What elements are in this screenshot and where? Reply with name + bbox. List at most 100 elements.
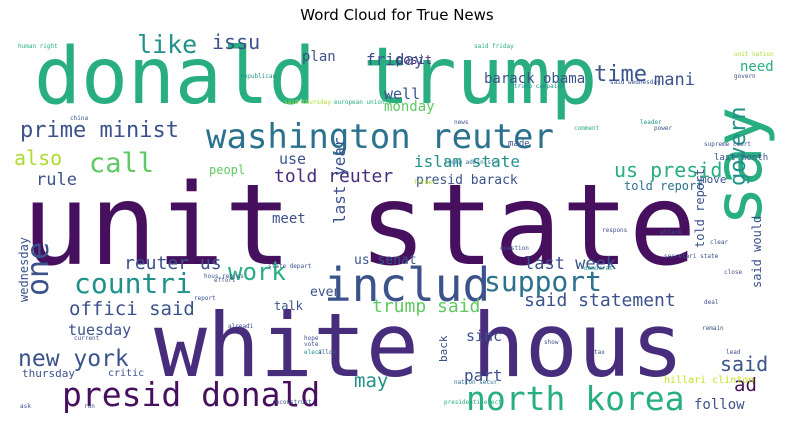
cloud-word: prime minist: [20, 118, 179, 143]
cloud-word: posit: [396, 53, 433, 67]
cloud-word: talk: [274, 299, 303, 313]
cloud-word: show: [544, 339, 559, 346]
cloud-word: clear: [710, 239, 729, 246]
cloud-word: last week: [524, 254, 617, 274]
cloud-word: donald trump: [34, 32, 598, 122]
cloud-word: offici said: [69, 298, 195, 320]
cloud-word: state depart: [268, 263, 312, 270]
cloud-word: power: [654, 125, 673, 132]
cloud-word: hillari clinton: [664, 375, 755, 386]
cloud-word: barack obama: [484, 71, 586, 87]
cloud-word: said thursday: [284, 99, 331, 106]
cloud-word: tuesday: [68, 321, 132, 339]
cloud-word: well: [384, 85, 421, 103]
cloud-word: mani: [654, 70, 695, 90]
cloud-word: allow: [318, 349, 337, 356]
cloud-word: time: [594, 62, 647, 87]
cloud-word: told reuter: [274, 166, 394, 187]
cloud-word: includ: [324, 258, 491, 312]
cloud-word: alreadi: [228, 323, 254, 330]
cloud-word: unit state: [22, 161, 697, 291]
cloud-word: meet: [272, 211, 306, 227]
cloud-word: run: [84, 403, 95, 410]
cloud-word: leader: [640, 119, 662, 126]
chart-title: Word Cloud for True News: [300, 6, 494, 24]
cloud-word: issu: [212, 30, 261, 54]
cloud-word: last year: [330, 137, 349, 224]
cloud-word: secretari state: [664, 253, 719, 260]
cloud-word: told report: [624, 179, 704, 193]
cloud-word: need: [740, 59, 774, 75]
cloud-word: reconstruct: [272, 399, 312, 406]
cloud-word: lead: [726, 349, 741, 356]
cloud-word: may: [354, 370, 389, 392]
cloud-word: us presid: [614, 158, 723, 182]
cloud-word: work: [228, 258, 286, 286]
cloud-word: islam state: [414, 152, 520, 171]
cloud-word: north korea: [466, 379, 685, 413]
cloud-word: white hous: [154, 294, 684, 397]
cloud-word: trump said: [372, 296, 481, 317]
cloud-word: report: [194, 295, 216, 302]
cloud-word: last month: [714, 153, 769, 163]
cloud-word: presid barack: [416, 173, 518, 188]
cloud-word: said would: [750, 215, 764, 288]
cloud-word: hous repres: [204, 273, 244, 280]
cloud-word: trump campaign: [514, 83, 565, 90]
cloud-word: nation secur: [454, 379, 498, 386]
cloud-word: call: [89, 148, 155, 179]
cloud-word: move: [700, 173, 727, 186]
cloud-word: support: [484, 265, 603, 298]
cloud-word: reuter us: [124, 253, 222, 274]
cloud-word: washington reuter: [206, 117, 554, 157]
cloud-word: said wednesday: [610, 79, 661, 86]
cloud-word: said statement: [524, 290, 676, 311]
cloud-word: unit nation: [734, 51, 774, 58]
cloud-word: rule: [36, 170, 77, 190]
cloud-word: presidenti elect: [444, 399, 502, 406]
cloud-word: european union: [334, 99, 385, 106]
cloud-word: republican: [240, 73, 277, 80]
cloud-word: democrat: [584, 265, 613, 272]
cloud-word: back: [437, 335, 450, 363]
word-cloud: donald trump unit state white hous washingt…: [14, 30, 779, 413]
cloud-word: also: [14, 146, 63, 170]
cloud-word: thursday: [22, 367, 75, 380]
cloud-word: follow: [694, 397, 745, 413]
cloud-word: part: [464, 366, 503, 385]
cloud-word: use: [279, 150, 307, 168]
cloud-word: tax: [594, 349, 605, 356]
cloud-word: attack: [660, 229, 682, 236]
cloud-word: us senat: [354, 253, 417, 268]
cloud-word: supreme court: [704, 141, 751, 148]
cloud-word: plan: [302, 49, 336, 65]
cloud-word: hope: [304, 335, 319, 342]
cloud-word: wednesday: [17, 236, 31, 302]
cloud-word: deal: [704, 299, 719, 306]
cloud-word: vote: [304, 341, 319, 348]
cloud-word: like: [137, 30, 198, 59]
cloud-word: china: [70, 115, 89, 122]
cloud-word: news: [454, 119, 469, 126]
cloud-word: elect: [304, 349, 323, 356]
cloud-word: countri: [74, 267, 193, 300]
cloud-word: former: [414, 179, 436, 186]
cloud-word: comment: [574, 125, 600, 132]
cloud-word: ad: [734, 374, 757, 396]
cloud-word: new york: [18, 346, 129, 372]
cloud-word: respons: [602, 227, 628, 234]
cloud-word: said friday: [474, 43, 514, 50]
cloud-word: peopl: [209, 163, 246, 177]
cloud-word: current: [74, 335, 100, 342]
cloud-word: critic: [108, 368, 145, 379]
cloud-word: sinc: [466, 327, 503, 345]
cloud-word: govern: [734, 73, 756, 80]
cloud-word: question: [500, 245, 529, 252]
cloud-word: trump administr: [444, 159, 499, 166]
cloud-word: close: [724, 269, 743, 276]
cloud-word: ask: [20, 403, 31, 410]
cloud-word: remain: [702, 325, 724, 332]
cloud-word: even: [310, 285, 342, 300]
cloud-word: friday: [366, 50, 424, 69]
cloud-word: effort: [214, 277, 236, 284]
